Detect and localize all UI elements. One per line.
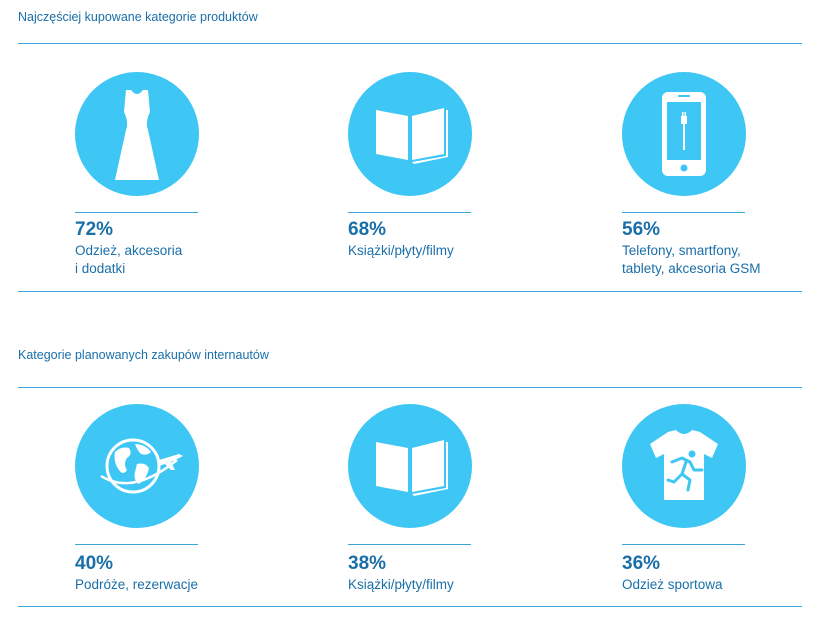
category-label-line: Odzież sportowa: [622, 577, 723, 592]
divider: [18, 387, 802, 388]
item-divider: [348, 544, 471, 545]
category-label-line: Telefony, smartfony,: [622, 243, 741, 258]
globe-plane-icon: [75, 404, 199, 528]
percent-value: 38%: [348, 553, 387, 574]
book-icon: [348, 72, 472, 196]
percent-value: 56%: [622, 219, 661, 240]
category-label-line: i dodatki: [75, 261, 126, 276]
section-title-planned-categories: Kategorie planowanych zakupów internautó…: [18, 348, 269, 362]
category-label: Odzież sportowa: [622, 576, 792, 594]
category-label-line: tablety, akcesoria GSM: [622, 261, 761, 276]
divider: [18, 43, 802, 44]
item-divider: [75, 212, 198, 213]
divider: [18, 606, 802, 607]
category-label: Książki/płyty/filmy: [348, 242, 518, 260]
divider: [18, 291, 802, 292]
category-label-line: Odzież, akcesoria: [75, 243, 183, 258]
category-label: Telefony, smartfony, tablety, akcesoria …: [622, 242, 792, 278]
sport-shirt-icon: [622, 404, 746, 528]
item-divider: [622, 544, 745, 545]
percent-value: 40%: [75, 553, 114, 574]
book-icon: [348, 404, 472, 528]
item-divider: [348, 212, 471, 213]
category-label-line: Podróże, rezerwacje: [75, 577, 199, 592]
percent-value: 72%: [75, 219, 114, 240]
section-title-top-categories: Najczęściej kupowane kategorie produktów: [18, 10, 258, 24]
item-divider: [75, 544, 198, 545]
category-label: Odzież, akcesoria i dodatki: [75, 242, 245, 278]
item-divider: [622, 212, 745, 213]
dress-icon: [75, 72, 199, 196]
percent-value: 36%: [622, 553, 661, 574]
percent-value: 68%: [348, 219, 387, 240]
smartphone-icon: [622, 72, 746, 196]
category-label: Książki/płyty/filmy: [348, 576, 518, 594]
category-label: Podróże, rezerwacje: [75, 576, 245, 594]
category-label-line: Książki/płyty/filmy: [348, 577, 454, 592]
category-label-line: Książki/płyty/filmy: [348, 243, 454, 258]
